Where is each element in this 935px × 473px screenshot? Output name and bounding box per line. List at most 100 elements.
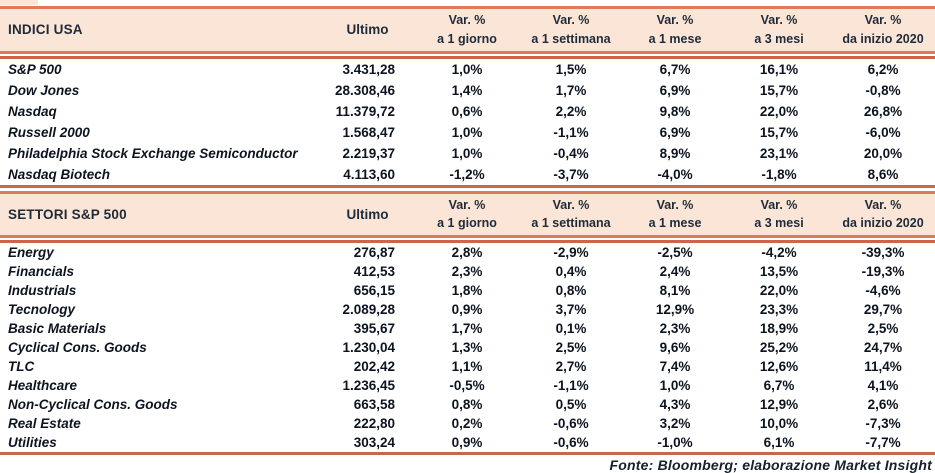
var-label-line2: a 1 mese: [648, 216, 702, 231]
var-3-mesi-value: 6,1%: [763, 435, 795, 450]
row-name: Healthcare: [8, 378, 78, 393]
header-separator-line-dark: [0, 240, 935, 243]
var-1-giorno-value: 0,6%: [451, 103, 483, 119]
table-bottom-line: [0, 184, 935, 188]
var-inizio-2020-value: -39,3%: [861, 245, 905, 260]
var-3-mesi-value: 12,6%: [759, 359, 799, 374]
var-3-mesi-value: 23,1%: [759, 145, 799, 161]
row-name: Tecnology: [8, 302, 76, 317]
ultimo-value: 2.089,28: [342, 302, 395, 317]
var-1-settimana-value: -0,6%: [553, 435, 589, 450]
row-name: Nasdaq: [8, 103, 57, 119]
var-1-mese-value: 8,9%: [659, 145, 691, 161]
var-1-mese-value: 12,9%: [655, 302, 695, 317]
corner-artifact: [0, 0, 38, 5]
var-1-giorno-value: 1,1%: [451, 359, 483, 374]
var-3-mesi-value: 13,5%: [759, 264, 799, 279]
row-name: Philadelphia Stock Exchange Semiconducto…: [8, 145, 298, 161]
var-1-mese-value: 2,3%: [659, 321, 691, 336]
var-3-mesi-value: 18,9%: [759, 321, 799, 336]
var-label-line2: da inizio 2020: [842, 216, 924, 231]
var-label-line1: Var. %: [760, 13, 798, 27]
header-separator-line-dark: [0, 55, 935, 59]
ultimo-value: 303,24: [353, 435, 395, 450]
var-label-line1: Var. %: [864, 197, 902, 212]
var-1-mese-value: 3,2%: [659, 416, 691, 431]
var-inizio-2020-value: 4,1%: [867, 378, 899, 393]
row-name: Real Estate: [8, 416, 81, 431]
table-title: INDICI USA: [8, 22, 83, 38]
table-bottom-line: [0, 452, 935, 455]
header-separator-gap: [0, 53, 935, 56]
table-row: Dow Jones 28.308,46 1,4% 1,7% 6,9% 15,7%…: [0, 80, 935, 101]
col-header-var-inizio-2020: Var. % da inizio 2020: [831, 194, 935, 236]
col-header-var-1-settimana: Var. % a 1 settimana: [519, 9, 623, 51]
var-1-mese-value: 4,3%: [659, 397, 691, 412]
var-label-line1: Var. %: [656, 197, 694, 212]
ultimo-value: 2.219,37: [342, 145, 395, 161]
var-inizio-2020-value: -19,3%: [861, 264, 905, 279]
source-note: Fonte: Bloomberg; elaborazione Market In…: [609, 457, 932, 473]
table-row: Real Estate 222,80 0,2% -0,6% 3,2% 10,0%…: [0, 414, 935, 433]
row-name: Utilities: [8, 435, 57, 450]
table-row: Cyclical Cons. Goods 1.230,04 1,3% 2,5% …: [0, 338, 935, 357]
var-inizio-2020-value: 11,4%: [864, 359, 902, 374]
var-1-giorno-value: 1,7%: [451, 321, 483, 336]
settori-sp500-header: SETTORI S&P 500 Ultimo Var. % a 1 giorno…: [0, 190, 935, 236]
var-label-line1: Var. %: [760, 197, 798, 212]
var-1-giorno-value: 0,2%: [451, 416, 483, 431]
var-inizio-2020-value: 8,6%: [867, 166, 899, 182]
var-1-giorno-value: -0,5%: [449, 378, 485, 393]
var-1-settimana-value: -3,7%: [553, 166, 589, 182]
header-separator-gap: [0, 238, 935, 240]
var-1-giorno-value: 0,9%: [451, 435, 483, 450]
var-3-mesi-value: 25,2%: [759, 340, 799, 355]
var-inizio-2020-value: -0,8%: [865, 82, 901, 98]
var-1-giorno-value: 2,3%: [451, 264, 483, 279]
table-row: Nasdaq Biotech 4.113,60 -1,2% -3,7% -4,0…: [0, 164, 935, 185]
var-1-mese-value: -1,0%: [657, 435, 693, 450]
var-1-mese-value: 9,8%: [659, 103, 691, 119]
ultimo-value: 222,80: [353, 416, 395, 431]
col-header-ultimo: Ultimo: [346, 22, 389, 38]
var-inizio-2020-value: -6,0%: [865, 124, 901, 140]
var-1-settimana-value: 1,7%: [555, 82, 587, 98]
var-label-line1: Var. %: [552, 197, 590, 212]
var-label-line2: a 1 settimana: [531, 31, 611, 46]
table-row: Nasdaq 11.379,72 0,6% 2,2% 9,8% 22,0% 26…: [0, 101, 935, 122]
var-1-settimana-value: 2,7%: [555, 359, 587, 374]
var-inizio-2020-value: 26,8%: [863, 103, 903, 119]
var-inizio-2020-value: 20,0%: [863, 145, 903, 161]
var-inizio-2020-value: 24,7%: [863, 340, 903, 355]
var-label-line1: Var. %: [448, 197, 486, 212]
table-row: Energy 276,87 2,8% -2,9% -2,5% -4,2% -39…: [0, 243, 935, 262]
col-header-var-1-mese: Var. % a 1 mese: [623, 194, 727, 236]
ultimo-value: 663,58: [353, 397, 395, 412]
header-separator-line: [0, 50, 935, 54]
table-row: Utilities 303,24 0,9% -0,6% -1,0% 6,1% -…: [0, 433, 935, 452]
var-3-mesi-value: 10,0%: [759, 416, 799, 431]
var-label-line2: a 1 giorno: [437, 31, 497, 46]
row-name: Financials: [8, 264, 75, 279]
var-1-mese-value: 1,0%: [659, 378, 691, 393]
var-label-line1: Var. %: [448, 13, 486, 27]
ultimo-value: 28.308,46: [334, 82, 395, 98]
table-row: Industrials 656,15 1,8% 0,8% 8,1% 22,0% …: [0, 281, 935, 300]
var-1-settimana-value: -0,4%: [553, 145, 589, 161]
var-1-giorno-value: 1,0%: [451, 145, 483, 161]
var-1-settimana-value: 0,4%: [555, 264, 587, 279]
var-label-line2: a 1 giorno: [437, 216, 497, 231]
var-3-mesi-value: 15,7%: [759, 82, 799, 98]
row-name: Non-Cyclical Cons. Goods: [8, 397, 178, 412]
ultimo-value: 4.113,60: [343, 166, 395, 182]
var-label-line2: a 3 mesi: [754, 31, 804, 46]
row-name: Industrials: [8, 283, 77, 298]
var-label-line2: a 1 settimana: [531, 216, 611, 231]
ultimo-value: 1.236,45: [342, 378, 395, 393]
table-row: Non-Cyclical Cons. Goods 663,58 0,8% 0,5…: [0, 395, 935, 414]
ultimo-value: 656,15: [353, 283, 395, 298]
var-1-settimana-value: -1,1%: [553, 378, 589, 393]
table-row: Tecnology 2.089,28 0,9% 3,7% 12,9% 23,3%…: [0, 300, 935, 319]
row-name: Dow Jones: [8, 82, 80, 98]
